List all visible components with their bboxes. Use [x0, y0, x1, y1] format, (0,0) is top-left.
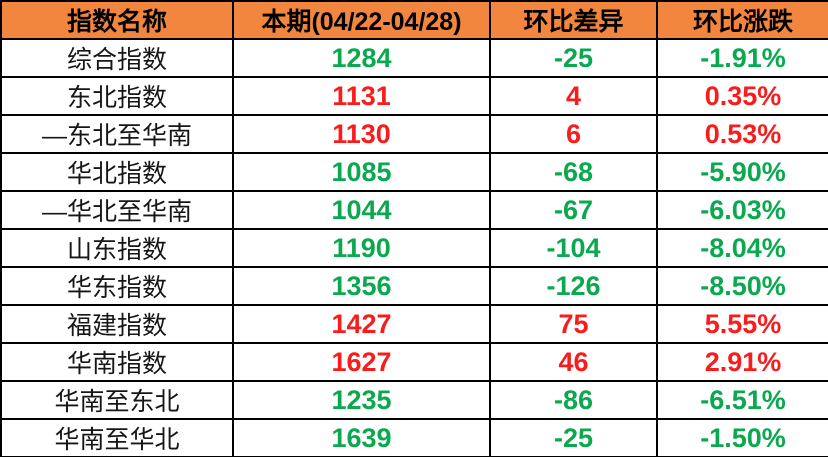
- index-name-cell: 华北指数: [0, 152, 234, 192]
- percent-change-cell: -6.51%: [656, 380, 828, 420]
- index-name-cell: 华东指数: [0, 266, 234, 306]
- table-row: 华南指数 1627 46 2.91%: [0, 342, 828, 382]
- index-name-cell: —东北至华南: [0, 114, 234, 154]
- percent-change-cell: -6.03%: [656, 190, 828, 230]
- header-current-period: 本期(04/22-04/28): [232, 0, 491, 40]
- percent-change-cell: -1.91%: [656, 38, 828, 78]
- table-row: 华南至华北 1639 -25 -1.50%: [0, 418, 828, 457]
- index-name-cell: 华南至华北: [0, 418, 234, 457]
- percent-change-cell: 0.35%: [656, 76, 828, 116]
- current-value-cell: 1131: [232, 76, 491, 116]
- current-value-cell: 1639: [232, 418, 491, 457]
- current-value-cell: 1130: [232, 114, 491, 154]
- table-row: 华东指数 1356 -126 -8.50%: [0, 266, 828, 306]
- percent-change-cell: 2.91%: [656, 342, 828, 382]
- table-row: 东北指数 1131 4 0.35%: [0, 76, 828, 116]
- index-name-cell: 福建指数: [0, 304, 234, 344]
- current-value-cell: 1284: [232, 38, 491, 78]
- index-name-cell: —华北至华南: [0, 190, 234, 230]
- table-row: 山东指数 1190 -104 -8.04%: [0, 228, 828, 268]
- diff-value-cell: 4: [489, 76, 658, 116]
- index-name-cell: 东北指数: [0, 76, 234, 116]
- diff-value-cell: -126: [489, 266, 658, 306]
- table-row: 华北指数 1085 -68 -5.90%: [0, 152, 828, 192]
- current-value-cell: 1085: [232, 152, 491, 192]
- current-value-cell: 1190: [232, 228, 491, 268]
- percent-change-cell: -8.04%: [656, 228, 828, 268]
- current-value-cell: 1627: [232, 342, 491, 382]
- diff-value-cell: -104: [489, 228, 658, 268]
- index-name-cell: 山东指数: [0, 228, 234, 268]
- index-name-cell: 综合指数: [0, 38, 234, 78]
- diff-value-cell: -68: [489, 152, 658, 192]
- diff-value-cell: -86: [489, 380, 658, 420]
- header-mom-diff: 环比差异: [489, 0, 658, 40]
- table-row: —华北至华南 1044 -67 -6.03%: [0, 190, 828, 230]
- table-row: 综合指数 1284 -25 -1.91%: [0, 38, 828, 78]
- index-name-cell: 华南指数: [0, 342, 234, 382]
- current-value-cell: 1427: [232, 304, 491, 344]
- percent-change-cell: 0.53%: [656, 114, 828, 154]
- index-name-cell: 华南至东北: [0, 380, 234, 420]
- diff-value-cell: -25: [489, 38, 658, 78]
- current-value-cell: 1235: [232, 380, 491, 420]
- current-value-cell: 1044: [232, 190, 491, 230]
- current-value-cell: 1356: [232, 266, 491, 306]
- diff-value-cell: 6: [489, 114, 658, 154]
- header-index-name: 指数名称: [0, 0, 234, 40]
- header-mom-change: 环比涨跌: [656, 0, 828, 40]
- diff-value-cell: 46: [489, 342, 658, 382]
- percent-change-cell: 5.55%: [656, 304, 828, 344]
- percent-change-cell: -1.50%: [656, 418, 828, 457]
- diff-value-cell: 75: [489, 304, 658, 344]
- diff-value-cell: -25: [489, 418, 658, 457]
- percent-change-cell: -8.50%: [656, 266, 828, 306]
- diff-value-cell: -67: [489, 190, 658, 230]
- table-header-row: 指数名称 本期(04/22-04/28) 环比差异 环比涨跌: [0, 0, 828, 40]
- percent-change-cell: -5.90%: [656, 152, 828, 192]
- table-row: —东北至华南 1130 6 0.53%: [0, 114, 828, 154]
- table-row: 福建指数 1427 75 5.55%: [0, 304, 828, 344]
- table-row: 华南至东北 1235 -86 -6.51%: [0, 380, 828, 420]
